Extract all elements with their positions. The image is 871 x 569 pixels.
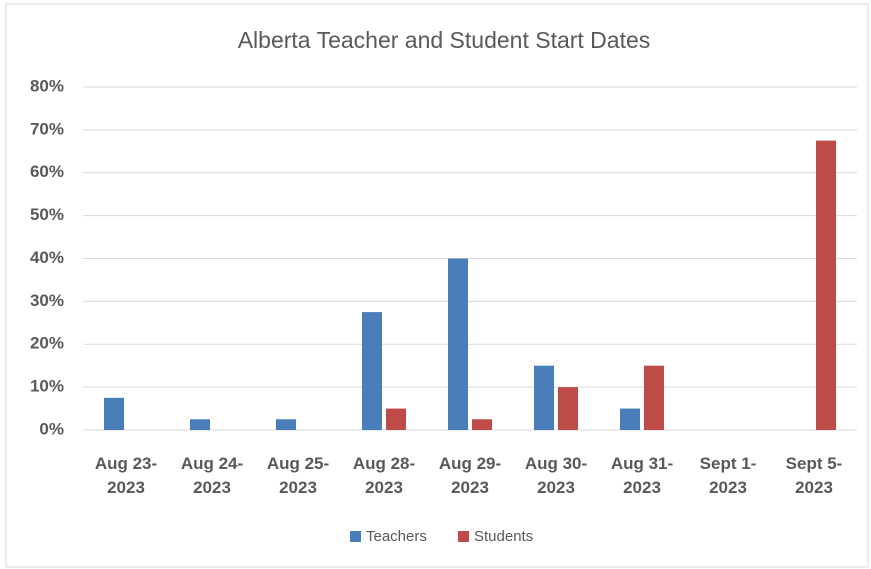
x-tick-label: Aug 28- 2023 <box>352 454 416 497</box>
bar <box>558 387 578 430</box>
bar <box>534 365 554 430</box>
legend-swatch <box>350 531 361 542</box>
chart-frame <box>5 3 869 568</box>
y-tick-label: 70% <box>30 119 64 138</box>
y-tick-label: 30% <box>30 291 64 310</box>
x-tick-label: Aug 31- 2023 <box>610 454 674 497</box>
x-tick-label: Sept 5- 2023 <box>785 454 843 497</box>
y-tick-label: 0% <box>39 419 64 438</box>
x-tick-label: Aug 30- 2023 <box>524 454 588 497</box>
bar <box>362 312 382 430</box>
bar <box>386 408 406 430</box>
bar <box>104 397 124 430</box>
y-tick-label: 80% <box>30 76 64 95</box>
y-tick-label: 40% <box>30 248 64 267</box>
x-tick-label: Aug 25- 2023 <box>266 454 330 497</box>
y-tick-label: 20% <box>30 334 64 353</box>
legend-label: Students <box>474 528 533 545</box>
bar <box>472 419 492 430</box>
y-tick-label: 60% <box>30 162 64 181</box>
chart-title: Alberta Teacher and Student Start Dates <box>238 27 651 53</box>
legend-label: Teachers <box>366 528 427 545</box>
bar <box>448 258 468 430</box>
y-tick-label: 50% <box>30 205 64 224</box>
x-tick-label: Sept 1- 2023 <box>699 454 757 497</box>
legend-swatch <box>458 531 469 542</box>
bar <box>644 365 664 430</box>
bar <box>190 419 210 430</box>
x-tick-label: Aug 24- 2023 <box>180 454 244 497</box>
bar <box>276 419 296 430</box>
x-tick-label: Aug 29- 2023 <box>438 454 502 497</box>
bar <box>620 408 640 430</box>
y-tick-label: 10% <box>30 377 64 396</box>
x-tick-label: Aug 23- 2023 <box>94 454 158 497</box>
bar <box>816 140 836 430</box>
